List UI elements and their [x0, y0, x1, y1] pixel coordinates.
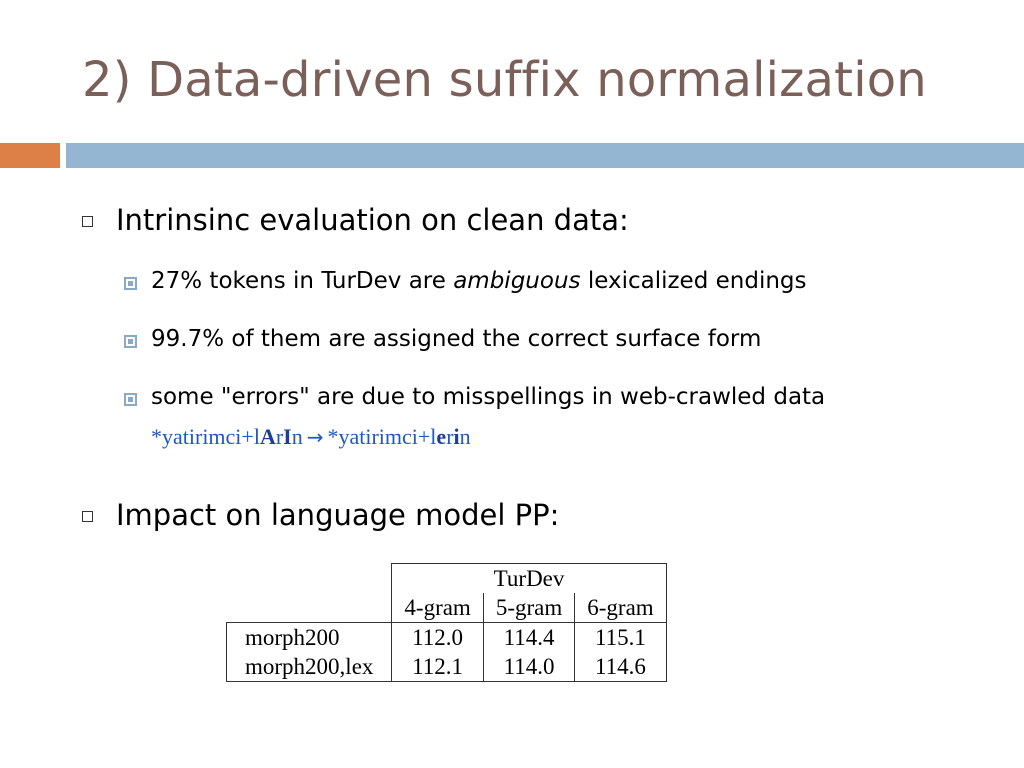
sub-bullet-ambiguous: 27% tokens in TurDev are ambiguous lexic… [151, 268, 807, 294]
example-part: n [459, 424, 471, 449]
bullet-square-icon [82, 511, 93, 522]
perplexity-table: TurDev 4-gram 5-gram 6-gram morph200 112… [225, 563, 667, 682]
table-row: morph200,lex 112.1 114.0 114.6 [225, 652, 667, 682]
example-bold: I [283, 424, 292, 449]
bullet-square-icon [82, 216, 93, 227]
sub-bullet-icon [124, 277, 137, 290]
misspelling-example: *yatirimci+lArIn → *yatirimci+lerin [151, 424, 471, 450]
sub-bullet-icon [124, 335, 137, 348]
sub-bullet-correct: 99.7% of them are assigned the correct s… [151, 326, 762, 352]
table-cell: 112.1 [391, 652, 484, 682]
sub-bullet-icon [124, 393, 137, 406]
sub-bullet-emphasis: ambiguous [453, 268, 581, 294]
table-cell: 112.0 [391, 622, 484, 652]
table-col-header: 4-gram [391, 593, 484, 623]
table-col-header: 6-gram [574, 593, 667, 623]
table-row-label: morph200 [225, 622, 393, 652]
example-part: n [291, 424, 303, 449]
bullet-impact: Impact on language model PP: [116, 498, 560, 532]
example-bold: A [259, 424, 276, 449]
bullet-intrinsic: Intrinsinc evaluation on clean data: [116, 203, 629, 237]
example-part: r [446, 424, 454, 449]
table-cell: 114.0 [483, 652, 576, 682]
example-bold: i [453, 424, 460, 449]
example-part: *yatirimci+l [327, 424, 437, 449]
table-group-header-row: TurDev [226, 563, 667, 593]
accent-bar-blue [66, 143, 1024, 168]
example-part: r [275, 424, 284, 449]
example-bold: e [436, 424, 447, 449]
table-row: morph200 112.0 114.4 115.1 [225, 622, 667, 652]
table-header-row: 4-gram 5-gram 6-gram [226, 593, 667, 623]
table-corner [226, 563, 393, 593]
sub-bullet-text: lexicalized endings [580, 268, 807, 294]
table-cell: 115.1 [574, 622, 667, 652]
table-cell: 114.4 [483, 622, 576, 652]
table-corner [226, 593, 393, 623]
sub-bullet-text: 27% tokens in TurDev are [151, 268, 454, 294]
accent-bar-orange [0, 143, 60, 168]
table-cell: 114.6 [574, 652, 667, 682]
example-part: *yatirimci+l [151, 424, 260, 449]
table-group-header: TurDev [391, 563, 667, 593]
slide-title: 2) Data-driven suffix normalization [82, 52, 927, 108]
sub-bullet-errors: some "errors" are due to misspellings in… [151, 384, 826, 410]
table-row-label: morph200,lex [225, 652, 393, 682]
table-col-header: 5-gram [483, 593, 576, 623]
arrow-right-icon: → [306, 425, 324, 449]
